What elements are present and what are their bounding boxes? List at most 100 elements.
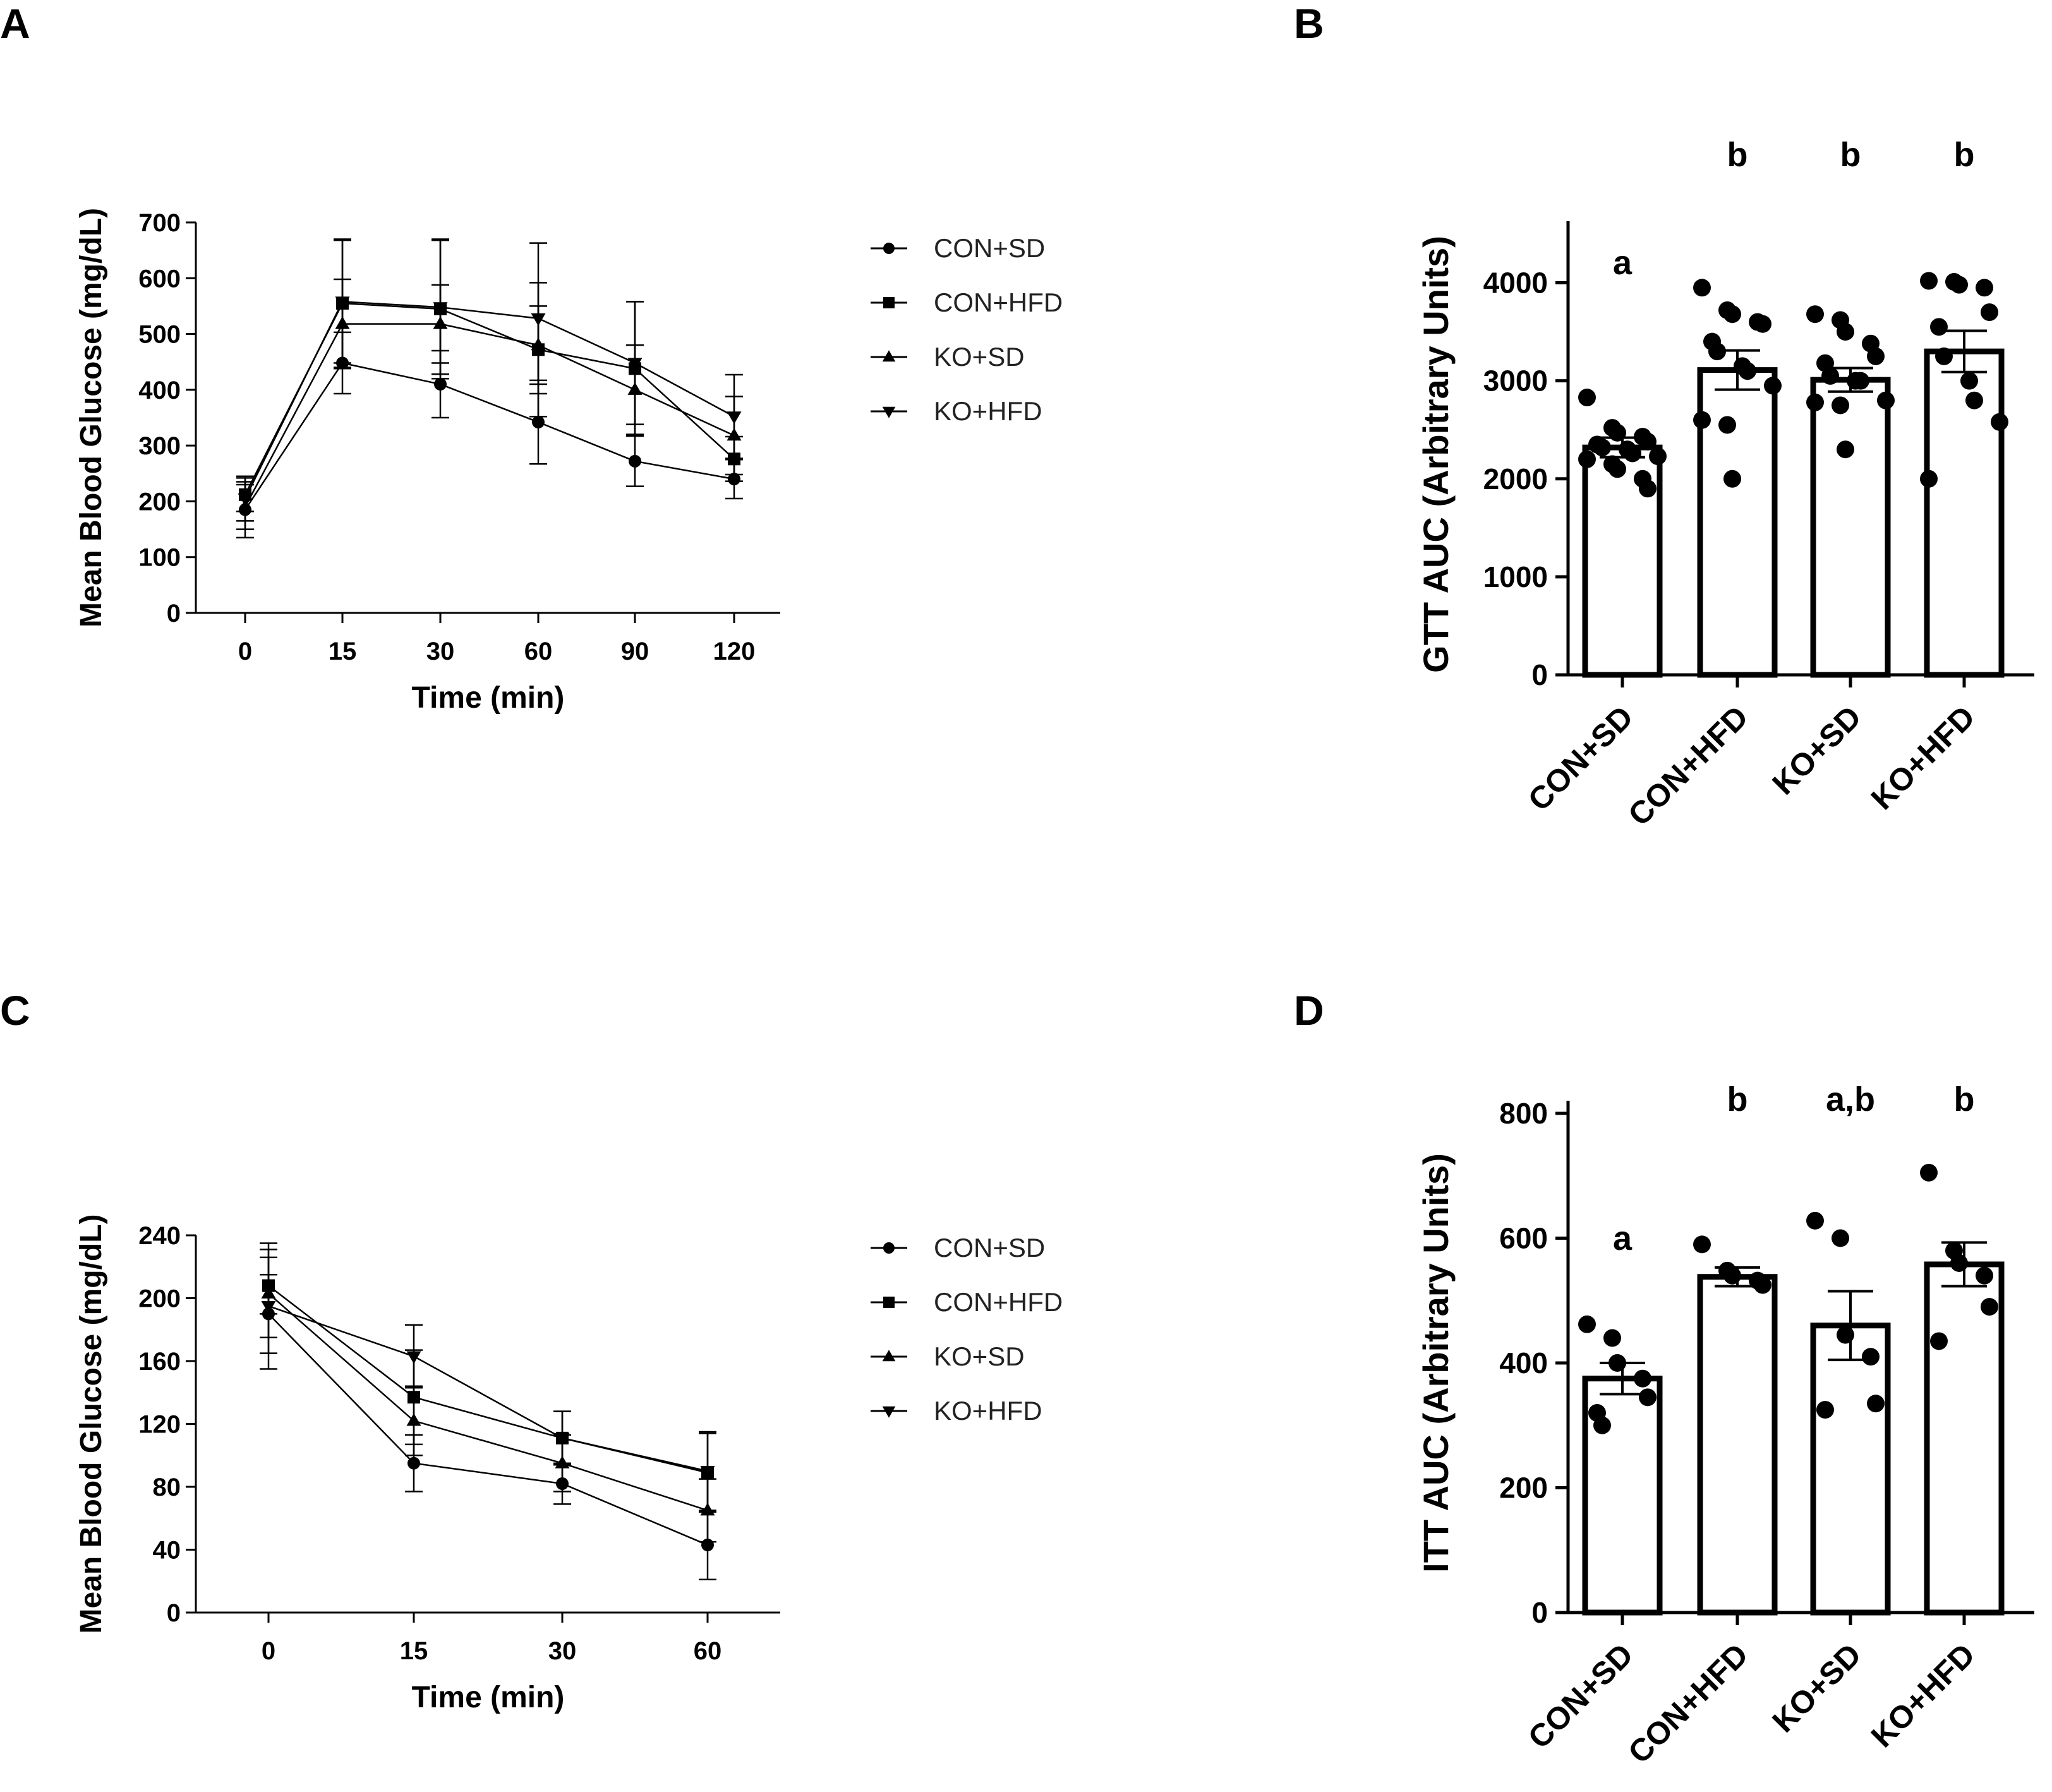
x-tick-label: 120 xyxy=(713,638,756,665)
series-line xyxy=(268,1293,708,1511)
legend-label: KO+HFD xyxy=(934,1396,1042,1426)
x-category-label: CON+SD xyxy=(1521,1637,1640,1755)
y-tick-label: 300 xyxy=(138,432,181,460)
data-point xyxy=(1837,1326,1854,1344)
legend-item-ko-sd: KO+SD xyxy=(871,342,1025,372)
data-point xyxy=(531,313,546,326)
legend-item-con-sd: CON+SD xyxy=(871,233,1045,263)
y-tick-label: 200 xyxy=(138,1285,181,1313)
data-point xyxy=(1832,1229,1849,1247)
y-tick-label: 40 xyxy=(153,1537,181,1565)
data-point xyxy=(727,411,742,425)
y-tick-label: 200 xyxy=(138,488,181,516)
data-point xyxy=(1693,411,1711,429)
x-tick-label: 30 xyxy=(548,1637,577,1665)
data-point xyxy=(1991,413,2008,431)
chart-b-gtt-auc-bars: 0 1000 2000 3000 4000 GTT AUC (Arbitrary Unit… xyxy=(1416,136,2034,833)
significance-letter: b xyxy=(1727,136,1748,174)
y-tick-label: 80 xyxy=(153,1474,181,1501)
series-ko-sd xyxy=(260,1249,716,1543)
data-point xyxy=(1920,272,1938,290)
series-line xyxy=(268,1313,708,1546)
data-point xyxy=(1862,1348,1880,1366)
legend-item-ko-hfd: KO+HFD xyxy=(871,1396,1042,1426)
data-point xyxy=(1837,323,1854,341)
data-point xyxy=(1806,393,1824,411)
y-tick-label: 700 xyxy=(138,209,181,237)
data-point xyxy=(1920,1163,1938,1182)
data-point xyxy=(1950,275,1968,294)
data-point xyxy=(1806,1211,1824,1230)
legend-label: CON+HFD xyxy=(934,1287,1063,1317)
x-tick-label: 60 xyxy=(524,638,553,665)
significance-letter: b xyxy=(1727,1081,1748,1118)
data-point xyxy=(1877,391,1895,409)
x-axis-title: Time (min) xyxy=(412,681,565,715)
data-point xyxy=(1976,279,1993,297)
legend-item-ko-sd: KO+SD xyxy=(871,1341,1025,1371)
data-point xyxy=(1930,318,1948,336)
y-tick-label: 800 xyxy=(1499,1097,1548,1130)
y-tick-label: 600 xyxy=(138,265,181,293)
panel-label-b: B xyxy=(1294,0,1324,47)
data-point xyxy=(1718,416,1736,434)
legend-item-con-sd: CON+SD xyxy=(871,1233,1045,1262)
data-point xyxy=(1723,1266,1741,1285)
data-point xyxy=(1960,372,1978,390)
data-point xyxy=(1624,444,1641,463)
y-tick-label: 240 xyxy=(138,1222,181,1250)
legend-item-con-hfd: CON+HFD xyxy=(871,1287,1063,1317)
data-point xyxy=(407,1456,420,1470)
x-axis-title: Time (min) xyxy=(412,1681,565,1714)
data-point xyxy=(1603,1329,1621,1347)
panel-label-c: C xyxy=(0,987,30,1034)
data-point xyxy=(700,1466,715,1479)
data-point xyxy=(1639,432,1657,451)
legend-marker xyxy=(882,406,896,418)
series-ko-hfd xyxy=(236,239,743,522)
x-tick-label: 60 xyxy=(694,1637,722,1665)
y-tick-label: 0 xyxy=(167,1599,181,1627)
significance-letter: b xyxy=(1954,136,1975,174)
data-point xyxy=(1867,1395,1885,1413)
legend-marker xyxy=(882,1406,896,1418)
data-point xyxy=(1754,1276,1771,1294)
data-point xyxy=(1708,342,1726,361)
y-tick-label: 4000 xyxy=(1483,267,1548,300)
data-point xyxy=(1981,1298,1998,1316)
y-axis-title: Mean Blood Glucose (mg/dL) xyxy=(75,208,108,627)
bar-ko-sd xyxy=(1810,1323,1891,1616)
x-category-label: KO+HFD xyxy=(1864,1637,1982,1754)
data-point xyxy=(1578,389,1596,407)
data-point xyxy=(555,1432,570,1446)
y-tick-label: 400 xyxy=(1499,1347,1548,1379)
data-point xyxy=(1837,440,1854,459)
data-point xyxy=(1930,1332,1948,1350)
data-point xyxy=(1608,460,1626,478)
bar-ko-hfd xyxy=(1924,1261,2005,1616)
x-tick-label: 0 xyxy=(238,638,252,665)
data-point xyxy=(1693,279,1711,297)
y-tick-label: 0 xyxy=(167,600,181,627)
legend-item-ko-hfd: KO+HFD xyxy=(871,396,1042,426)
y-tick-label: 200 xyxy=(1499,1472,1548,1504)
series-line xyxy=(268,1285,708,1474)
data-point xyxy=(629,454,641,468)
x-category-label: KO+SD xyxy=(1765,1637,1868,1739)
series-line xyxy=(244,323,735,507)
y-tick-label: 0 xyxy=(1531,658,1548,691)
series-con-sd xyxy=(260,1273,716,1581)
data-point xyxy=(1754,315,1771,333)
panel-label-a: A xyxy=(0,0,30,47)
data-point xyxy=(1578,1315,1596,1333)
y-axis-title: ITT AUC (Arbitrary Units) xyxy=(1416,1153,1456,1573)
chart-a-glucose-tolerance-curve: 0 100 200 300 400 500 600 700 0 15 30 60 90 120 Time (… xyxy=(75,208,1063,715)
panel-label-d: D xyxy=(1294,987,1324,1034)
bar-ko-sd xyxy=(1810,377,1891,678)
data-point xyxy=(434,378,447,391)
significance-letter: a xyxy=(1613,1220,1633,1257)
data-point xyxy=(1816,1401,1834,1419)
x-tick-label: 30 xyxy=(426,638,455,665)
series-line xyxy=(268,1305,708,1472)
legend-label: KO+SD xyxy=(934,1341,1025,1371)
